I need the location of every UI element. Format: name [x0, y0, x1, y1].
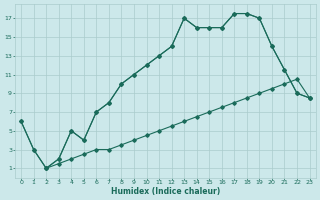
X-axis label: Humidex (Indice chaleur): Humidex (Indice chaleur) [111, 187, 220, 196]
